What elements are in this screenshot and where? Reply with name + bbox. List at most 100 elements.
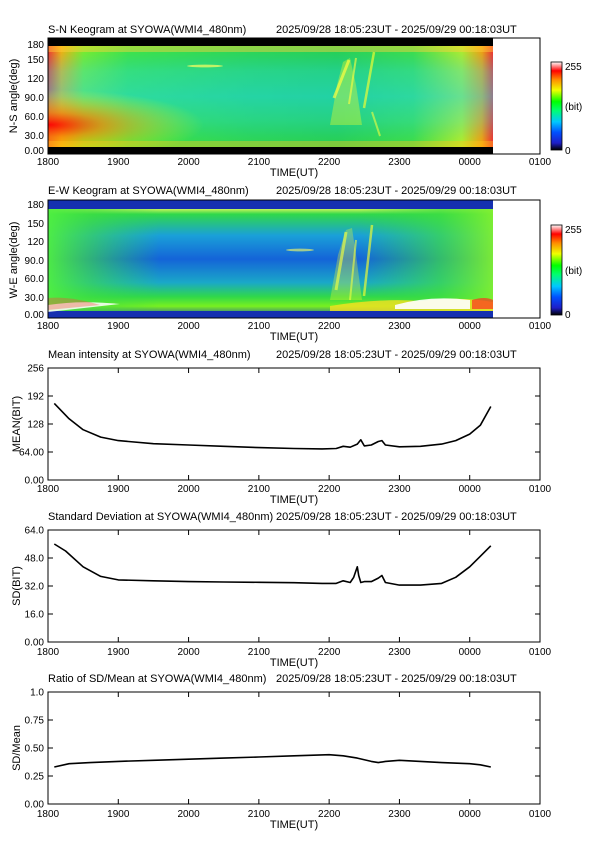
sn-keogram-time-range: 2025/09/28 18:05:23UT - 2025/09/29 00:18… — [276, 24, 517, 36]
sd-xtick-label: 0100 — [529, 647, 552, 658]
sn-xtick-0000: 0000 — [459, 157, 482, 168]
sn-keogram-ylabel: N-S angle(deg) — [8, 59, 20, 134]
sn-ytick-30: 30.0 — [25, 131, 45, 142]
ew-xtick-0000: 0000 — [459, 321, 482, 332]
sd-chart-panel: Standard Deviation at SYOWA(WMI4_480nm) 2… — [11, 511, 552, 669]
ew-xtick-1800: 1800 — [37, 321, 60, 332]
ew-ytick-120: 120 — [27, 237, 44, 248]
sn-colorbar-min: 0 — [565, 146, 571, 157]
ratio-xtick-label: 0000 — [459, 809, 482, 820]
ew-keogram-title: E-W Keogram at SYOWA(WMI4_480nm) — [48, 185, 249, 197]
ratio-xtick-label: 2000 — [177, 809, 200, 820]
mean-series-line — [53, 402, 492, 450]
mean-ytick-label: 64.00 — [19, 448, 44, 459]
sd-ytick-label: 16.0 — [25, 610, 45, 621]
ew-xtick-2000: 2000 — [177, 321, 200, 332]
mean-chart-time-range: 2025/09/28 18:05:23UT - 2025/09/29 00:18… — [276, 349, 517, 361]
sn-keogram-y-ticks: 180 150 120 90.0 60.0 30.0 0.00 — [25, 40, 45, 157]
ratio-ytick-label: 1.0 — [30, 688, 44, 699]
mean-xtick-label: 2300 — [388, 484, 411, 495]
ew-keogram-xlabel: TIME(UT) — [270, 331, 318, 343]
sn-xtick-2200: 2200 — [318, 157, 341, 168]
sn-xtick-2000: 2000 — [177, 157, 200, 168]
sd-chart-xlabel: TIME(UT) — [270, 657, 318, 669]
mean-ytick-label: 192 — [27, 392, 44, 403]
line-chart-panels: Mean intensity at SYOWA(WMI4_480nm) 2025/… — [11, 349, 552, 831]
sd-ytick-label: 0.00 — [25, 638, 45, 649]
sn-ytick-120: 120 — [27, 74, 44, 85]
ratio-xtick-label: 0100 — [529, 809, 552, 820]
ratio-xtick-label: 2300 — [388, 809, 411, 820]
mean-chart-frame — [47, 367, 541, 481]
ew-keogram-time-range: 2025/09/28 18:05:23UT - 2025/09/29 00:18… — [276, 185, 517, 197]
sn-xtick-2300: 2300 — [388, 157, 411, 168]
mean-xtick-label: 0000 — [459, 484, 482, 495]
mean-chart-xlabel: TIME(UT) — [270, 494, 318, 506]
sn-keogram-panel: S-N Keogram at SYOWA(WMI4_480nm) 2025/09… — [8, 24, 582, 179]
ew-colorbar-min: 0 — [565, 310, 571, 321]
mean-xtick-label: 2200 — [318, 484, 341, 495]
sd-xtick-label: 0000 — [459, 647, 482, 658]
mean-xtick-label: 1900 — [107, 484, 130, 495]
ew-colorbar-max: 255 — [565, 225, 582, 236]
ew-xtick-0100: 0100 — [529, 321, 552, 332]
sn-ytick-180: 180 — [27, 40, 44, 51]
sd-chart-time-range: 2025/09/28 18:05:23UT - 2025/09/29 00:18… — [276, 511, 517, 523]
sn-xtick-0100: 0100 — [529, 157, 552, 168]
sn-colorbar-max: 255 — [565, 62, 582, 73]
sn-xtick-2100: 2100 — [248, 157, 271, 168]
mean-chart-ylabel: MEAN(BIT) — [11, 396, 23, 452]
ew-colorbar-unit: (bit) — [565, 266, 582, 277]
sn-keogram-title: S-N Keogram at SYOWA(WMI4_480nm) — [48, 24, 246, 36]
sn-keogram-image — [48, 38, 540, 154]
mean-xtick-label: 1800 — [37, 484, 60, 495]
ew-xtick-2300: 2300 — [388, 321, 411, 332]
ew-xtick-2100: 2100 — [248, 321, 271, 332]
sn-colorbar-unit: (bit) — [565, 102, 582, 113]
sd-xtick-label: 1900 — [107, 647, 130, 658]
ew-keogram-y-ticks: 180 150 120 90.0 60.0 30.0 0.00 — [25, 200, 45, 321]
ew-ytick-60: 60.0 — [25, 274, 45, 285]
sd-ytick-label: 64.0 — [25, 526, 45, 537]
ratio-chart-panel: Ratio of SD/Mean at SYOWA(WMI4_480nm) 202… — [11, 673, 552, 831]
ratio-chart-time-range: 2025/09/28 18:05:23UT - 2025/09/29 00:18… — [276, 673, 517, 685]
ratio-chart-frame — [47, 691, 541, 805]
ew-xtick-2200: 2200 — [318, 321, 341, 332]
sd-xtick-label: 2200 — [318, 647, 341, 658]
sd-xtick-label: 2300 — [388, 647, 411, 658]
sn-keogram-x-ticks: 1800 1900 2000 2100 2200 2300 0000 0100 — [37, 157, 552, 168]
ew-keogram-ylabel: W-E angle(deg) — [8, 222, 20, 299]
ratio-xtick-label: 2200 — [318, 809, 341, 820]
ratio-ytick-label: 0.50 — [25, 744, 45, 755]
sn-ytick-90: 90.0 — [25, 93, 45, 104]
ew-ytick-90: 90.0 — [25, 256, 45, 267]
ew-keogram-x-ticks: 1800 1900 2000 2100 2200 2300 0000 0100 — [37, 321, 552, 332]
sn-colorbar: 255 (bit) 0 — [550, 61, 582, 157]
ratio-chart-title: Ratio of SD/Mean at SYOWA(WMI4_480nm) — [48, 673, 266, 685]
ratio-chart-xlabel: TIME(UT) — [270, 819, 318, 831]
ew-xtick-1900: 1900 — [107, 321, 130, 332]
sd-ytick-label: 48.0 — [25, 554, 45, 565]
sn-ytick-150: 150 — [27, 55, 44, 66]
sd-xtick-label: 2100 — [248, 647, 271, 658]
ew-keogram-image — [48, 200, 540, 318]
mean-xtick-label: 2000 — [177, 484, 200, 495]
mean-ytick-label: 256 — [27, 364, 44, 375]
ew-keogram-panel: E-W Keogram at SYOWA(WMI4_480nm) 2025/09… — [8, 185, 582, 343]
ratio-xtick-label: 2100 — [248, 809, 271, 820]
mean-chart-panel: Mean intensity at SYOWA(WMI4_480nm) 2025/… — [11, 349, 552, 506]
ratio-xtick-label: 1900 — [107, 809, 130, 820]
sd-chart-frame — [47, 529, 541, 643]
sn-xtick-1900: 1900 — [107, 157, 130, 168]
mean-ytick-label: 128 — [27, 420, 44, 431]
sd-xtick-label: 2000 — [177, 647, 200, 658]
sd-ytick-label: 32.0 — [25, 582, 45, 593]
ratio-ytick-label: 0.25 — [25, 772, 45, 783]
sn-xtick-1800: 1800 — [37, 157, 60, 168]
ratio-ytick-label: 0.75 — [25, 716, 45, 727]
ew-ytick-30: 30.0 — [25, 293, 45, 304]
mean-ytick-label: 0.00 — [25, 476, 45, 487]
sn-ytick-60: 60.0 — [25, 112, 45, 123]
ratio-series-line — [54, 753, 491, 768]
